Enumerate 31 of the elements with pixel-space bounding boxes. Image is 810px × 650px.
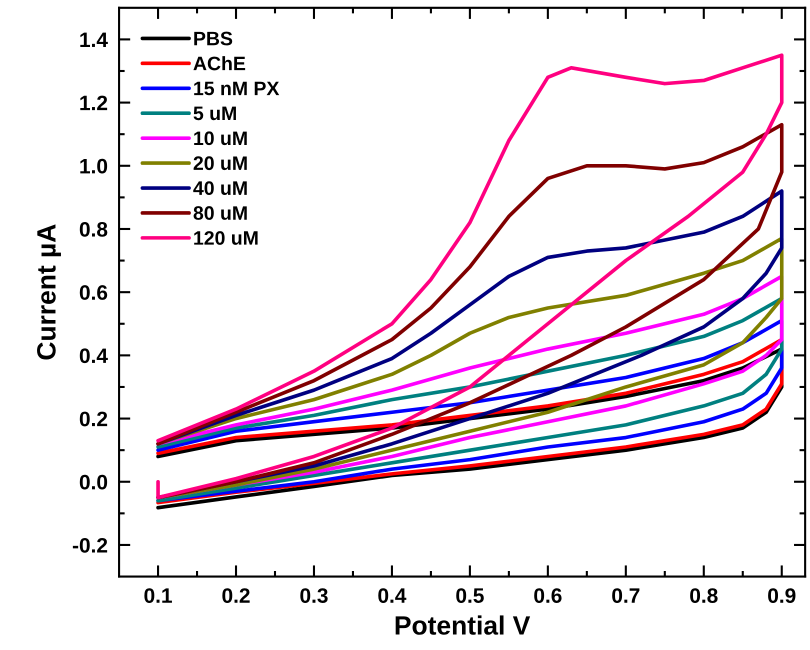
legend-label: 80 uM: [194, 206, 247, 220]
y-tick-label: 0.4: [80, 348, 108, 364]
legend-label: 15 nM PX: [194, 82, 280, 96]
x-tick-label: 0.8: [690, 588, 718, 603]
y-tick-label: 1.0: [80, 158, 108, 174]
x-tick-label: 0.4: [378, 588, 406, 603]
legend-label: 10 uM: [194, 131, 247, 146]
line-series: [156, 122, 784, 500]
x-tick-label: 0.5: [456, 588, 484, 603]
y-tick-label: 0.6: [80, 285, 108, 300]
line-series: [156, 53, 784, 500]
y-tick-label: 0.8: [80, 222, 108, 237]
x-tick-label: 0.6: [534, 588, 562, 603]
x-tick-label: 0.1: [144, 588, 172, 603]
x-axis-title: Potential V: [396, 615, 530, 635]
legend-label: AChE: [193, 56, 246, 70]
y-tick-label: 0.2: [80, 412, 108, 426]
y-tick-label: 0.0: [80, 474, 108, 490]
x-tick-label: 0.7: [612, 588, 640, 603]
y-tick-label: 1.4: [80, 32, 108, 47]
x-tick-label: 0.2: [222, 588, 250, 603]
legend-label: 40 uM: [193, 181, 247, 196]
y-tick-label: 1.2: [80, 96, 108, 110]
legend-label: PBS: [194, 32, 232, 46]
y-axis-title: Current µA: [37, 224, 61, 360]
legend-label: 120 uM: [194, 231, 258, 245]
x-tick-label: 0.3: [300, 588, 328, 603]
legend-label: 5 uM: [194, 106, 236, 120]
x-tick-label: 0.9: [768, 588, 796, 603]
y-tick-label: -0.2: [72, 538, 108, 553]
legend-label: 20 uM: [194, 156, 247, 170]
